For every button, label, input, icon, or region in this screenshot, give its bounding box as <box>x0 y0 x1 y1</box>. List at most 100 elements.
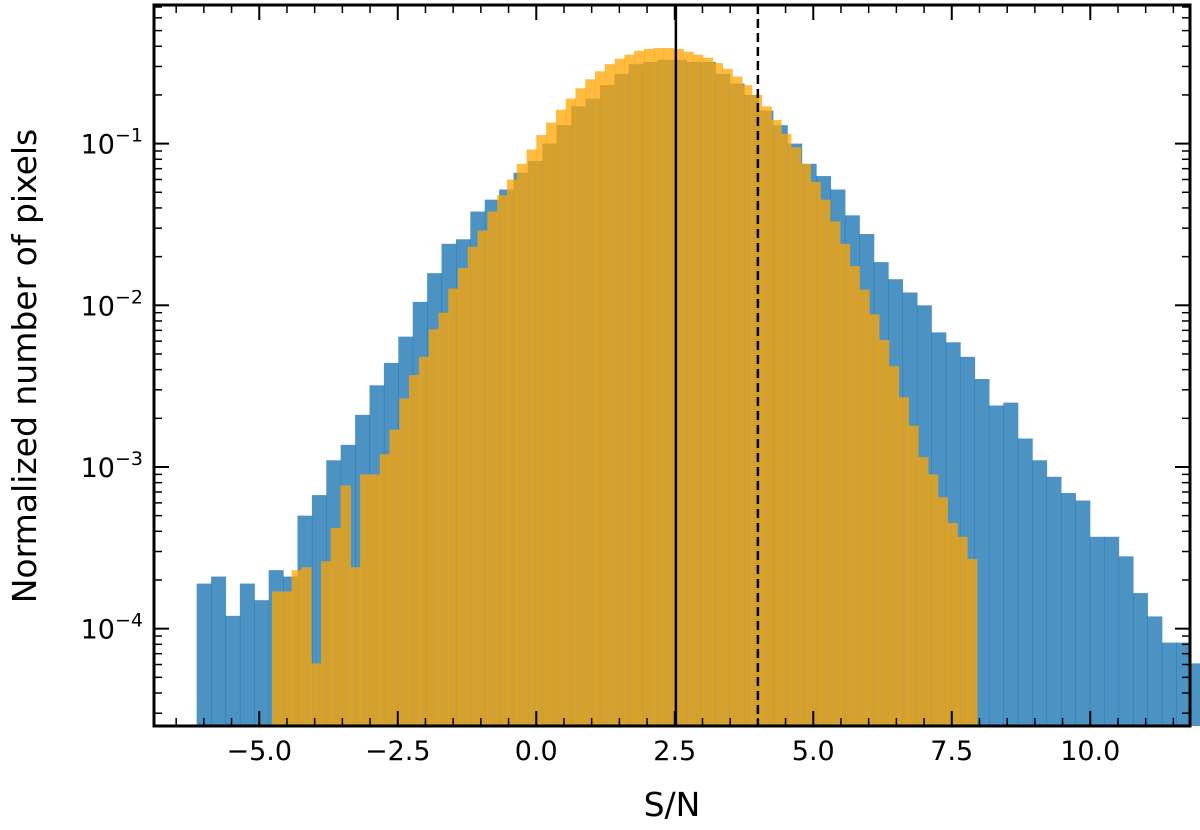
histogram-bar <box>379 454 391 726</box>
histogram-bar <box>428 329 440 726</box>
x-axis-title: S/N <box>644 785 701 824</box>
histogram-bar <box>497 195 508 726</box>
histogram-bar <box>898 397 909 726</box>
histogram-bar <box>741 85 753 726</box>
histogram-bar <box>291 570 302 726</box>
axis-ticks: −5.0 −2.5 0.0 2.5 5.0 7.5 10.0 10−4 10−3 10−2 10−1 <box>81 5 1190 767</box>
histogram-bar <box>448 288 459 726</box>
histogram-bar <box>937 497 949 726</box>
histogram-bar <box>1003 402 1019 726</box>
histogram-bar <box>947 523 958 726</box>
histogram-bar <box>604 64 616 727</box>
histogram-bar <box>781 133 792 727</box>
histogram-bar <box>360 474 371 726</box>
histogram-bar <box>1161 642 1177 726</box>
histogram-bar <box>614 58 626 727</box>
histogram-bar <box>467 246 479 726</box>
x-tick-label: 10.0 <box>1060 736 1120 767</box>
histogram-bar <box>1060 493 1076 726</box>
histogram-bar <box>702 57 714 727</box>
histogram-bar <box>1089 536 1105 726</box>
y-axis-title: Normalized number of pixels <box>5 129 44 604</box>
histogram-bar <box>927 474 939 726</box>
histogram-bar <box>732 76 743 726</box>
histogram-bar <box>820 199 831 726</box>
histogram-bar <box>211 576 227 726</box>
x-tick-label: −5.0 <box>226 736 292 767</box>
histogram-bar <box>340 485 351 726</box>
histogram-bar <box>761 106 772 727</box>
reference-lines <box>674 5 760 726</box>
histogram-bar <box>546 122 557 727</box>
x-tick-label: −2.5 <box>365 736 431 767</box>
histogram-bar <box>330 527 342 726</box>
histogram-bar <box>849 266 860 726</box>
histogram-bar <box>565 98 577 727</box>
histogram-bar <box>967 558 978 726</box>
y-tick-label: 10−1 <box>81 125 143 161</box>
histogram-bar <box>1147 616 1163 726</box>
histogram-bar <box>1104 536 1120 726</box>
histogram-bar <box>810 181 821 727</box>
histogram-bar <box>458 268 469 726</box>
histogram-bar <box>839 243 851 726</box>
histogram-bar <box>320 561 332 726</box>
histogram-bar <box>311 663 322 726</box>
histogram-bar <box>399 398 410 726</box>
histogram-bar <box>957 536 968 726</box>
histogram-bar <box>575 88 586 726</box>
histogram-bar <box>634 50 645 727</box>
histogram-bar <box>800 163 812 726</box>
histogram-bar <box>624 54 635 726</box>
x-tick-label: 2.5 <box>653 736 696 767</box>
x-tick-label: 0.0 <box>515 736 558 767</box>
histogram-bar <box>974 379 990 726</box>
histogram-bar <box>438 312 449 726</box>
histogram-bar <box>918 457 929 726</box>
histogram-bar <box>1075 500 1091 726</box>
histogram-bar <box>281 591 293 726</box>
histogram-bar <box>673 48 684 726</box>
histogram-bar <box>888 366 900 726</box>
histogram-bar <box>409 375 420 726</box>
histogram-bar <box>477 230 488 726</box>
histogram-bar <box>663 48 674 727</box>
histogram-bar <box>869 314 880 726</box>
histogram-bar <box>644 48 655 726</box>
histogram-bar <box>859 289 870 726</box>
histogram-bar <box>692 54 704 726</box>
histogram-bar <box>988 405 1004 726</box>
histogram-series-2 <box>272 48 978 727</box>
y-tick-label: 10−3 <box>81 448 143 484</box>
histogram-bar <box>487 211 498 726</box>
histogram-bar <box>506 179 518 727</box>
histogram-bar <box>1118 556 1134 726</box>
histogram-bar <box>555 109 567 727</box>
histogram-bar <box>653 48 665 727</box>
histogram-bar <box>585 79 596 726</box>
bars-layer <box>196 48 1200 727</box>
histogram-bar <box>389 429 400 726</box>
histogram-bar <box>722 68 733 727</box>
histogram-bar <box>712 63 723 727</box>
histogram-bar <box>1017 438 1033 726</box>
histogram-bar <box>1132 593 1148 726</box>
histogram-bar <box>830 221 841 726</box>
histogram-bar <box>595 71 606 726</box>
histogram-bar <box>350 567 361 726</box>
histogram-bar <box>536 135 547 726</box>
histogram-bar <box>418 356 430 726</box>
histogram-bar <box>254 600 270 726</box>
histogram-bar <box>196 583 212 726</box>
plot-frame <box>152 3 1192 728</box>
histogram-bar <box>526 149 537 727</box>
histogram-bar <box>790 147 802 727</box>
histogram-bar <box>239 583 255 726</box>
histogram-bar <box>751 94 763 726</box>
histogram-bar <box>1176 642 1192 726</box>
histogram-bar <box>878 340 890 726</box>
y-tick-label: 10−2 <box>81 286 143 322</box>
y-tick-label: 10−4 <box>81 610 143 646</box>
histogram-bar <box>1190 663 1200 726</box>
